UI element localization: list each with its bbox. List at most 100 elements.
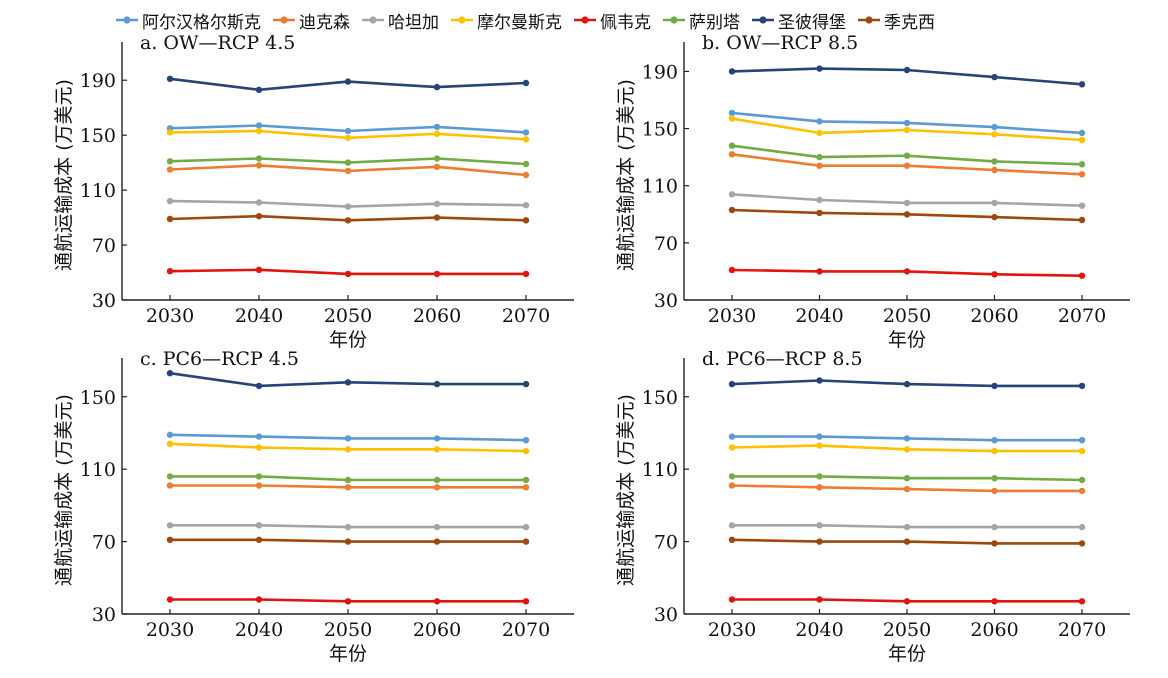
series-point-8 [522,538,530,545]
y-axis-title: 通航运输成本 (万美元) [53,79,75,271]
x-tick-label: 2050 [324,619,372,641]
series-point-6 [728,473,736,480]
panel-title: d. PC6—RCP 8.5 [702,348,863,370]
series-point-8 [255,536,263,543]
series-point-6 [991,158,998,165]
series-point-4 [903,126,911,134]
x-axis-title: 年份 [888,643,926,665]
series-point-1 [433,123,441,131]
series-point-5 [991,598,998,605]
series-point-6 [166,158,174,165]
legend-swatch [451,16,473,24]
x-tick-label: 2070 [1058,619,1106,641]
series-point-5 [816,268,823,275]
series-point-3 [166,197,174,205]
series-point-8 [344,538,352,545]
legend-label: 阿尔汉格尔斯克 [142,12,261,33]
series-point-7 [344,379,352,386]
series-point-8 [344,217,352,224]
legend-label: 摩尔曼斯克 [477,12,562,33]
series-point-8 [166,215,174,223]
series-point-1 [255,122,263,129]
series-point-1 [816,118,823,125]
series-point-3 [816,522,823,529]
series-point-6 [903,475,911,482]
series-point-4 [1078,136,1086,144]
legend-label: 季克西 [884,12,935,33]
series-point-8 [816,538,823,545]
panel-title: b. OW—RCP 8.5 [702,32,858,54]
series-point-2 [991,487,998,495]
series-point-7 [1078,81,1086,88]
y-tick-label: 30 [92,290,116,312]
x-tick-label: 2060 [413,619,461,641]
series-point-2 [903,485,911,493]
series-point-4 [903,446,911,453]
series-point-3 [344,203,352,210]
series-point-6 [166,473,174,480]
legend-item: 哈坦加 [360,8,439,33]
x-tick-label: 2030 [708,305,756,327]
series-point-8 [1078,540,1086,547]
series-point-6 [522,160,530,168]
series-point-3 [991,199,998,207]
series-point-4 [816,442,823,449]
series-point-7 [166,370,174,377]
series-point-4 [522,447,530,455]
series-point-8 [522,217,530,224]
legend-label: 萨别塔 [689,12,740,33]
series-point-5 [344,598,352,605]
legend-swatch [574,16,596,24]
series-point-3 [522,202,530,209]
series-point-6 [255,155,263,162]
series-point-4 [991,447,998,455]
x-tick-label: 2060 [970,305,1018,327]
series-point-8 [255,213,263,220]
series-point-6 [903,152,911,159]
legend-swatch [362,16,384,24]
series-point-8 [433,214,441,221]
series-point-4 [255,444,263,451]
series-point-1 [728,433,736,440]
series-point-6 [991,475,998,482]
series-point-1 [991,437,998,444]
series-point-1 [344,127,352,135]
series-point-7 [728,68,736,75]
x-tick-label: 2040 [235,305,283,327]
series-point-3 [728,191,736,198]
series-point-4 [816,129,823,137]
legend-swatch [858,16,880,24]
series-point-3 [903,199,911,207]
y-tick-label: 110 [80,180,116,202]
series-point-1 [344,435,352,442]
panel-c: 30 70 110 150 2030 2040 2050 2060 2070 c. PC6—RCP… [53,348,574,665]
series-point-1 [903,435,911,442]
series-point-2 [522,171,530,179]
x-tick-label: 2050 [324,305,372,327]
series-point-7 [816,65,823,72]
series-point-7 [522,380,530,388]
y-tick-label: 70 [92,532,116,554]
series-point-2 [991,166,998,174]
series-point-2 [1078,487,1086,495]
legend-item: 季克西 [856,8,935,33]
panel-d: 30 70 110 150 2030 2040 2050 2060 2070 d. PC6—RCP… [615,348,1130,665]
series-point-7 [816,377,823,384]
y-tick-label: 150 [80,125,116,147]
legend-swatch [663,16,685,24]
y-tick-label: 190 [80,70,116,92]
series-point-2 [255,162,263,169]
y-tick-label: 30 [654,604,678,626]
series-point-2 [816,484,823,491]
legend-item: 佩韦克 [572,8,651,33]
series-point-4 [728,444,736,451]
y-tick-label: 110 [642,459,678,481]
panel-a: 30 70 110 150 190 2030 2040 2050 2060 2070 a. OW—R… [53,32,574,351]
series-point-6 [728,142,736,149]
series-point-3 [344,523,352,531]
series-point-2 [433,484,441,491]
series-point-1 [1078,437,1086,444]
series-point-3 [433,200,441,207]
series-point-5 [166,268,174,275]
y-tick-label: 70 [654,532,678,554]
